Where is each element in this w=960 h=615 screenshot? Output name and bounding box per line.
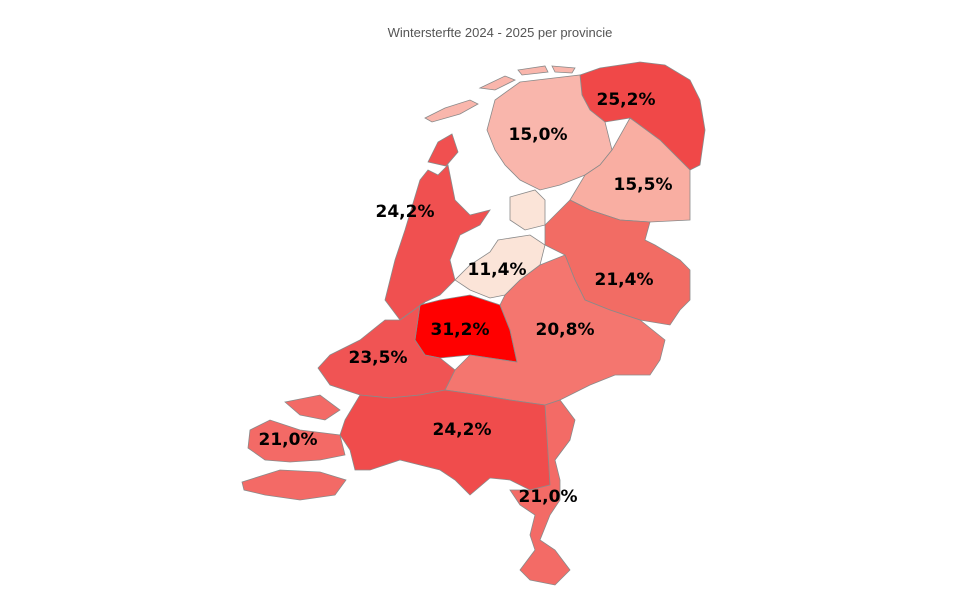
- province-label: 21,0%: [519, 487, 578, 507]
- province: [544, 199, 691, 326]
- map-title: Wintersterfte 2024 - 2025 per provincie: [388, 25, 613, 40]
- province: [509, 399, 576, 586]
- province: [424, 65, 613, 191]
- province-label: 11,4%: [468, 260, 527, 280]
- province: [384, 133, 491, 321]
- province-label: 21,0%: [259, 430, 318, 450]
- province-label: 25,2%: [597, 90, 656, 110]
- province-label: 20,8%: [536, 320, 595, 340]
- province: [444, 254, 666, 406]
- regions: [241, 61, 706, 586]
- province-label: 31,2%: [431, 320, 490, 340]
- province-label: 24,2%: [376, 202, 435, 222]
- province-label: 23,5%: [349, 348, 408, 368]
- province: [241, 394, 347, 501]
- province-label: 15,0%: [509, 125, 568, 145]
- province-label: 21,4%: [595, 270, 654, 290]
- region-labels: 25,2% 15,0% 15,5% 24,2% 11,4% 21,4% 31,2% 20,8%…: [259, 90, 673, 507]
- province-label: 15,5%: [614, 175, 673, 195]
- province: [339, 389, 571, 496]
- province-label: 24,2%: [433, 420, 492, 440]
